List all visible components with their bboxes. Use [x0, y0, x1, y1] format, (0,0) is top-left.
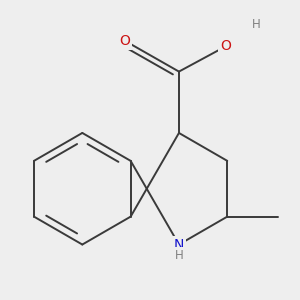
Text: O: O — [120, 34, 130, 48]
Text: H: H — [175, 249, 183, 262]
Text: N: N — [174, 238, 184, 251]
Text: O: O — [220, 40, 231, 53]
Text: H: H — [252, 18, 260, 31]
